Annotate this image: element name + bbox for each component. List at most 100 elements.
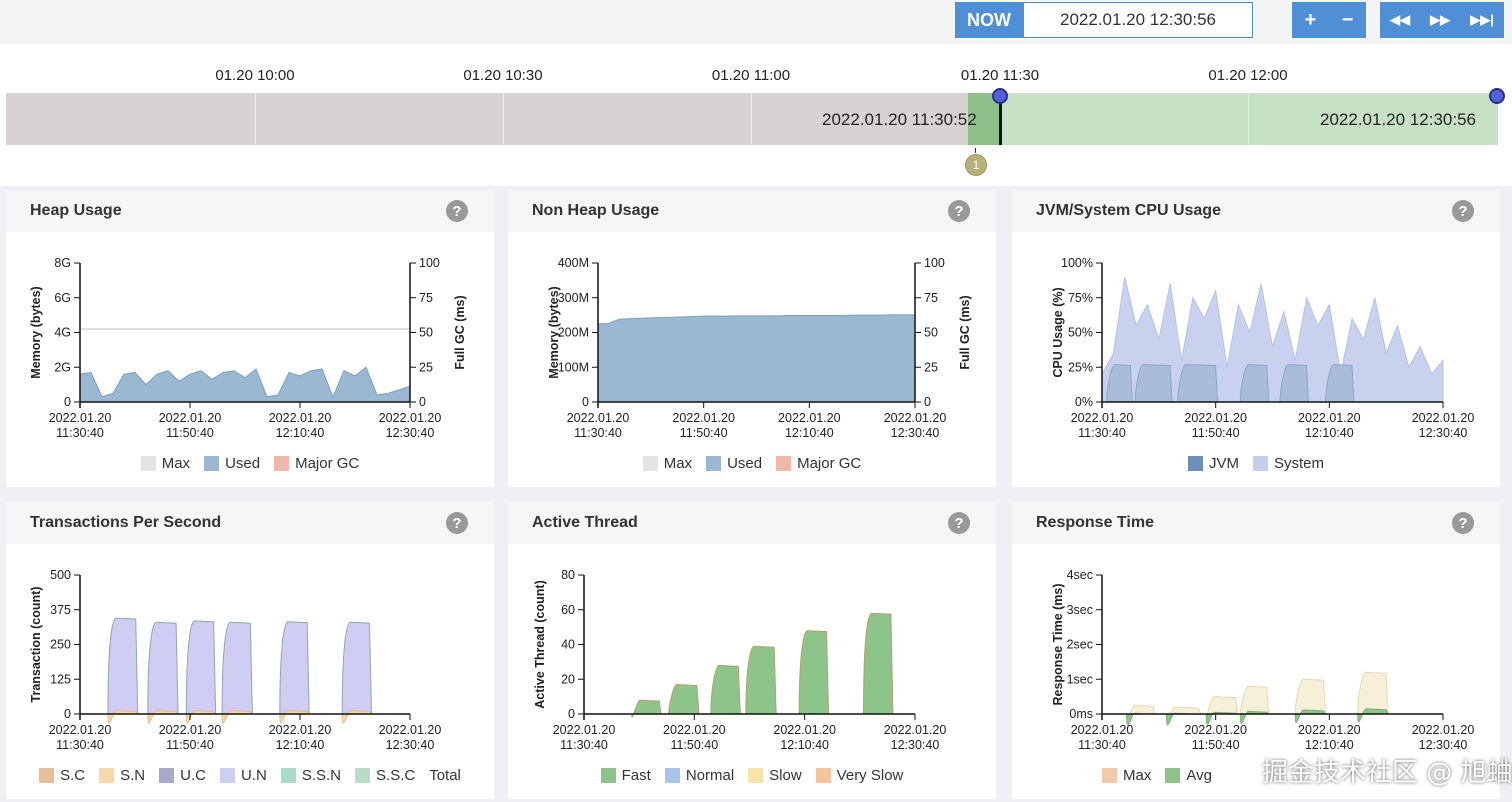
y-axis-title: Memory (bytes) — [29, 286, 43, 378]
series-un-burst — [147, 621, 179, 715]
y-tick-label: 40 — [561, 638, 575, 652]
legend-item[interactable]: S.S.N — [280, 767, 342, 784]
top-toolbar: NOW 2022.01.20 12:30:56 + − ◀◀ ▶▶ ▶▶| — [0, 0, 1512, 44]
legend-label: U.N — [240, 767, 267, 784]
legend-item[interactable]: Max — [1102, 767, 1151, 784]
legend-item[interactable]: U.C — [159, 767, 206, 784]
legend-item[interactable]: S.C — [39, 767, 85, 784]
x-tick-label: 2022.01.20 12:30:40 — [884, 411, 947, 440]
range-start-handle[interactable] — [999, 96, 1002, 145]
chart-svg: 0 100M 200M 300M 400M 0 25 50 75 100 2022.01.20 11:… — [547, 256, 972, 440]
x-tick-label: 2022.01.20 11:50:40 — [663, 723, 726, 752]
zoom-out-button[interactable]: − — [1341, 8, 1354, 31]
legend-swatch — [1252, 456, 1268, 471]
forward-button[interactable]: ▶▶ — [1430, 12, 1451, 27]
help-icon[interactable]: ? — [1452, 200, 1474, 222]
series-max-burst — [1294, 678, 1327, 715]
legend-label: Normal — [685, 767, 735, 784]
chart-legend: Max Used Major GC — [6, 455, 494, 472]
legend-swatch — [600, 768, 616, 783]
y2-axis-title: Full GC (ms) — [453, 295, 467, 369]
help-icon[interactable]: ? — [948, 512, 970, 534]
chart-legend: JVM System — [1012, 455, 1500, 472]
series-max-burst — [1357, 671, 1389, 715]
y-tick-label: 1sec — [1067, 672, 1093, 686]
legend-item[interactable]: Fast — [600, 767, 651, 784]
range-start-knob[interactable] — [992, 88, 1008, 104]
y-tick-label: 2G — [54, 360, 71, 374]
y-tick-label: 75% — [1068, 291, 1093, 305]
series-fast-burst — [863, 612, 894, 715]
legend-item[interactable]: Total — [429, 767, 461, 784]
legend-item[interactable]: JVM — [1187, 455, 1239, 472]
legend-item[interactable]: Very Slow — [815, 767, 903, 784]
series-fast-burst — [745, 645, 777, 715]
y-tick-label: 500 — [50, 568, 71, 582]
rewind-button[interactable]: ◀◀ — [1390, 12, 1411, 27]
timeline: 01.20 10:00 01.20 10:30 01.20 11:00 01.2… — [0, 44, 1512, 186]
legend-item[interactable]: Major GC — [274, 455, 359, 472]
x-tick-label: 2022.01.20 12:10:40 — [773, 723, 836, 752]
legend-item[interactable]: Normal — [664, 767, 735, 784]
timeline-bar[interactable]: 2022.01.20 11:30:52 2022.01.20 12:30:56 — [6, 93, 1498, 145]
y-tick-label: 100M — [558, 360, 589, 374]
help-icon[interactable]: ? — [446, 200, 468, 222]
legend-swatch — [748, 768, 764, 783]
y2-axis-title: Full GC (ms) — [958, 295, 972, 369]
y2-tick-label: 50 — [419, 326, 433, 340]
x-tick-label: 2022.01.20 11:30:40 — [567, 411, 630, 440]
legend-item[interactable]: U.N — [219, 767, 267, 784]
y-axis-title: Transaction (count) — [29, 587, 43, 703]
series-un-burst — [107, 617, 139, 715]
y-tick-label: 200M — [558, 326, 589, 340]
legend-item[interactable]: Major GC — [776, 455, 861, 472]
zoom-in-button[interactable]: + — [1304, 8, 1317, 31]
legend-item[interactable]: Used — [204, 455, 260, 472]
current-time-field[interactable]: 2022.01.20 12:30:56 — [1023, 2, 1253, 38]
legend-label: S.S.N — [301, 767, 342, 784]
y-tick-label: 125 — [50, 672, 71, 686]
legend-label: Used — [727, 455, 763, 472]
y-tick-label: 375 — [50, 603, 71, 617]
selection-end-time: 2022.01.20 12:30:56 — [1320, 110, 1476, 129]
legend-item[interactable]: Used — [706, 455, 762, 472]
series-un-burst — [279, 621, 310, 715]
y-tick-label: 80 — [561, 568, 575, 582]
chart-panel: Transactions Per Second? 0 125 250 375 500 202… — [6, 502, 494, 799]
y2-tick-label: 75 — [924, 291, 938, 305]
selected-range[interactable] — [968, 93, 1498, 145]
zoom-buttons: + − — [1292, 2, 1366, 38]
legend-item[interactable]: Max — [642, 455, 692, 472]
event-marker[interactable]: 1 — [965, 154, 987, 176]
y-tick-label: 6G — [54, 291, 71, 305]
help-icon[interactable]: ? — [948, 200, 970, 222]
skip-end-button[interactable]: ▶▶| — [1470, 12, 1494, 27]
legend-item[interactable]: Slow — [748, 767, 802, 784]
legend-item[interactable]: S.S.C — [355, 767, 415, 784]
legend-item[interactable]: System — [1252, 455, 1324, 472]
help-icon[interactable]: ? — [1452, 512, 1474, 534]
y2-tick-label: 75 — [419, 291, 433, 305]
legend-swatch — [159, 768, 175, 783]
legend-label: Max — [1123, 767, 1152, 784]
y-tick-label: 4G — [54, 326, 71, 340]
chart-panel: Active Thread? 0 20 40 60 80 2022.01.20 11:30:4… — [508, 502, 996, 799]
y-tick-label: 0 — [582, 395, 589, 409]
chart-panel: Heap Usage? 0 2G 4G 6G 8G 0 25 50 75 100 2022.01.20… — [6, 190, 494, 487]
series-used-area — [597, 314, 916, 403]
help-icon[interactable]: ? — [446, 512, 468, 534]
x-tick-label: 2022.01.20 11:50:40 — [159, 723, 222, 752]
y-tick-label: 0 — [568, 707, 575, 721]
legend-item[interactable]: S.N — [99, 767, 145, 784]
legend-item[interactable]: Avg — [1165, 767, 1212, 784]
panel-title: Non Heap Usage — [532, 202, 660, 219]
legend-swatch — [274, 456, 290, 471]
x-tick-label: 2022.01.20 12:30:40 — [1412, 411, 1475, 440]
legend-item[interactable]: Max — [140, 455, 190, 472]
legend-label: Slow — [769, 767, 802, 784]
y2-tick-label: 0 — [419, 395, 426, 409]
timeline-label: 01.20 10:00 — [215, 67, 295, 84]
series-avg-burst — [1357, 708, 1389, 723]
range-end-knob[interactable] — [1489, 88, 1505, 104]
now-button[interactable]: NOW — [955, 2, 1023, 38]
